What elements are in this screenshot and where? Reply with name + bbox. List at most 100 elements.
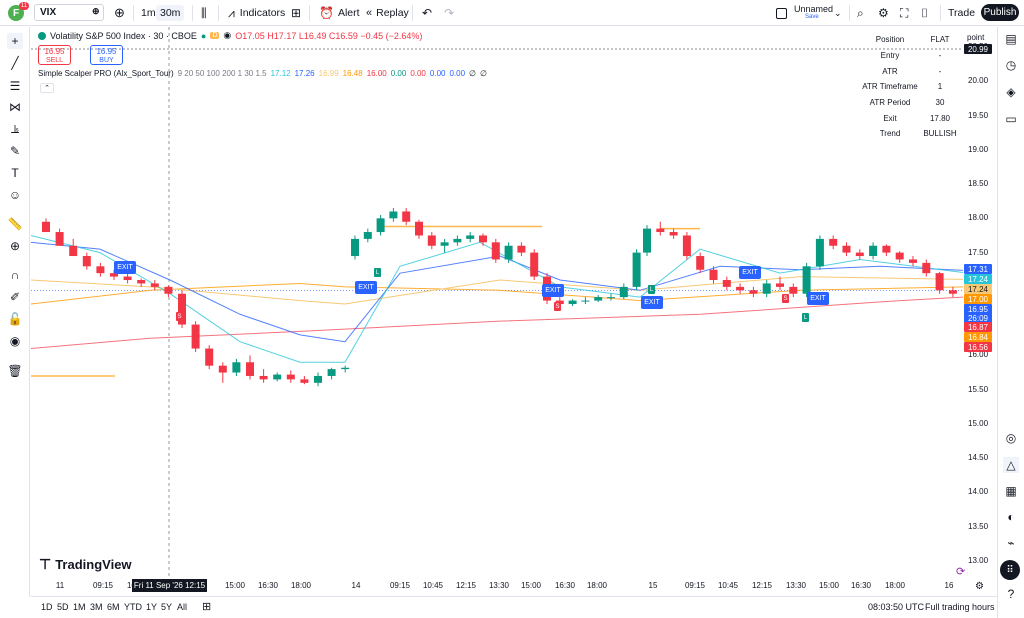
add-symbol-icon[interactable]: ⊕	[114, 5, 125, 20]
sell-button[interactable]: 16.95 SELL	[38, 45, 71, 65]
layout-checkbox[interactable]	[776, 0, 787, 26]
range-button[interactable]: 1Y	[146, 602, 158, 612]
buy-button[interactable]: 16.95 BUY	[90, 45, 123, 65]
exit-signal-tag[interactable]: EXIT	[739, 266, 761, 279]
interval-30m[interactable]: 30m	[156, 0, 185, 26]
indicator-value: 0.00	[449, 69, 466, 78]
emoji-icon[interactable]: ☺	[8, 188, 22, 202]
time-tick-label: 14	[351, 581, 361, 590]
symbol-search[interactable]: VIX ⊕	[34, 4, 104, 21]
signals-icon[interactable]: ⌁	[1007, 536, 1015, 550]
time-axis[interactable]: 11 09:15 10:45 15:00 16:30 18:00 14 09:15 10:45 1…	[31, 578, 963, 594]
candle-body	[607, 297, 615, 299]
candle-body	[842, 245, 851, 253]
trade-signal-marker[interactable]: S	[554, 302, 561, 311]
pine-editor-icon[interactable]: △	[1003, 457, 1019, 473]
crosshair-icon[interactable]: +	[7, 33, 23, 49]
range-button[interactable]: 3M	[90, 602, 103, 612]
trade-signal-marker[interactable]: L	[802, 313, 809, 322]
layout-name[interactable]: Unnamed	[794, 4, 834, 14]
eye-icon[interactable]: ◉	[9, 334, 21, 348]
range-button[interactable]: 5D	[57, 602, 69, 612]
settings-gear-icon[interactable]: ⚙	[878, 6, 889, 20]
screener-icon[interactable]: ◎	[1005, 431, 1017, 445]
exit-signal-tag[interactable]: EXIT	[641, 296, 663, 309]
fullscreen-icon[interactable]: ⛶	[900, 5, 909, 20]
candle-body	[762, 283, 771, 294]
indicator-legend[interactable]: Simple Scalper PRO (Alx_Sport_Tour) 9 20…	[38, 69, 487, 78]
trash-icon[interactable]: 🗑	[7, 364, 23, 378]
magnet-icon[interactable]: ∩	[10, 268, 20, 282]
drawing-toolbar: + ╱ ☰ ⋈ ⫡ ✎ T ☺ 📏 ⊕ ∩ ✐ 🔓 ◉ 🗑	[0, 27, 30, 597]
candle-body	[568, 300, 577, 304]
lock-icon[interactable]: 🔓	[7, 312, 23, 326]
indicator-value: 0.00	[429, 69, 446, 78]
object-tree-icon[interactable]: ◈	[1006, 85, 1016, 99]
snapshot-camera-icon[interactable]: ⌷	[921, 5, 929, 20]
news-icon[interactable]: ◐	[1007, 510, 1015, 524]
lock-drawings-pencil-icon[interactable]: ✐	[9, 290, 21, 304]
calendar-icon[interactable]: ▦	[1005, 484, 1017, 498]
chat-icon[interactable]: ▭	[1005, 112, 1017, 126]
symbol-title[interactable]: Volatility S&P 500 Index · 30 · CBOE	[50, 30, 197, 41]
candle-body	[82, 256, 91, 267]
exit-signal-tag[interactable]: EXIT	[542, 284, 564, 297]
zoom-in-icon[interactable]: ⊕	[9, 239, 21, 253]
eye-icon[interactable]: ◉	[223, 30, 232, 40]
eye-icon[interactable]: ●	[200, 30, 207, 41]
trade-signal-marker[interactable]: S	[176, 312, 183, 321]
candle-body	[300, 379, 309, 383]
range-button[interactable]: All	[177, 602, 188, 612]
apps-grid-icon[interactable]: ⠿	[1000, 560, 1020, 580]
pattern-icon[interactable]: ⋈	[9, 100, 21, 114]
redo-icon[interactable]: ↷	[444, 6, 455, 20]
exit-signal-tag[interactable]: EXIT	[807, 292, 829, 305]
settings-small-icon[interactable]: ⚙	[975, 581, 984, 592]
collapse-legend-icon[interactable]: ⌃	[40, 83, 54, 93]
range-button[interactable]: YTD	[124, 602, 142, 612]
candle-body	[935, 273, 944, 291]
strategy-info-table: Position FLAT Entry - ATR - ATR Timeframe 1 ATR …	[860, 32, 960, 142]
layouts-icon[interactable]: ⊞	[291, 6, 302, 20]
publish-button[interactable]: Publish	[981, 4, 1019, 21]
compare-icon[interactable]: ⊕	[92, 6, 100, 16]
trend-line-icon[interactable]: ╱	[11, 56, 19, 70]
quick-search-icon[interactable]: ⌕	[857, 5, 864, 20]
range-button[interactable]: 6M	[107, 602, 120, 612]
price-label: 16.87	[964, 322, 992, 332]
auto-scale-icon[interactable]: ⟳	[956, 566, 966, 578]
replay-button[interactable]: « Replay	[366, 0, 409, 26]
undo-icon[interactable]: ↶	[422, 6, 433, 20]
price-label: 26:09	[964, 313, 992, 323]
ruler-icon[interactable]: 📏	[7, 217, 23, 231]
interval-1m[interactable]: 1m	[141, 7, 156, 19]
range-button[interactable]: 1D	[41, 602, 53, 612]
trade-button[interactable]: Trade	[948, 7, 976, 19]
trade-signal-marker[interactable]: S	[782, 294, 789, 303]
text-tool-icon[interactable]: T	[11, 166, 19, 180]
session-label[interactable]: Full trading hours	[925, 602, 995, 612]
help-icon[interactable]: ?	[1007, 587, 1015, 601]
goto-date-icon[interactable]: ⊞	[202, 601, 212, 613]
candle-type-icon[interactable]: ⫼	[201, 5, 207, 20]
alerts-clock-icon[interactable]: ◷	[1005, 58, 1017, 72]
time-tick-label: 13:30	[488, 581, 510, 590]
indicators-button[interactable]: ⩘ Indicators	[228, 0, 285, 26]
watchlist-icon[interactable]: ▤	[1005, 32, 1017, 46]
trade-signal-marker[interactable]: L	[648, 285, 655, 294]
trade-signal-marker[interactable]: L	[374, 268, 381, 277]
exit-signal-tag[interactable]: EXIT	[114, 261, 136, 274]
price-tick-label: 16.00	[968, 350, 989, 360]
alert-button[interactable]: ⏰ Alert	[319, 0, 360, 26]
candle-body	[530, 252, 539, 277]
time-tick-label: 09:15	[389, 581, 411, 590]
price-tick-label: 19.00	[968, 144, 989, 154]
forecast-icon[interactable]: ⫡	[10, 121, 19, 136]
range-button[interactable]: 1M	[73, 602, 86, 612]
exit-signal-tag[interactable]: EXIT	[355, 281, 377, 294]
chevron-down-icon[interactable]: ⌄	[834, 7, 842, 18]
range-button[interactable]: 5Y	[161, 602, 173, 612]
fib-retracement-icon[interactable]: ☰	[9, 79, 21, 93]
utc-clock[interactable]: 08:03:50 UTC	[868, 602, 925, 612]
brush-icon[interactable]: ✎	[9, 144, 21, 158]
